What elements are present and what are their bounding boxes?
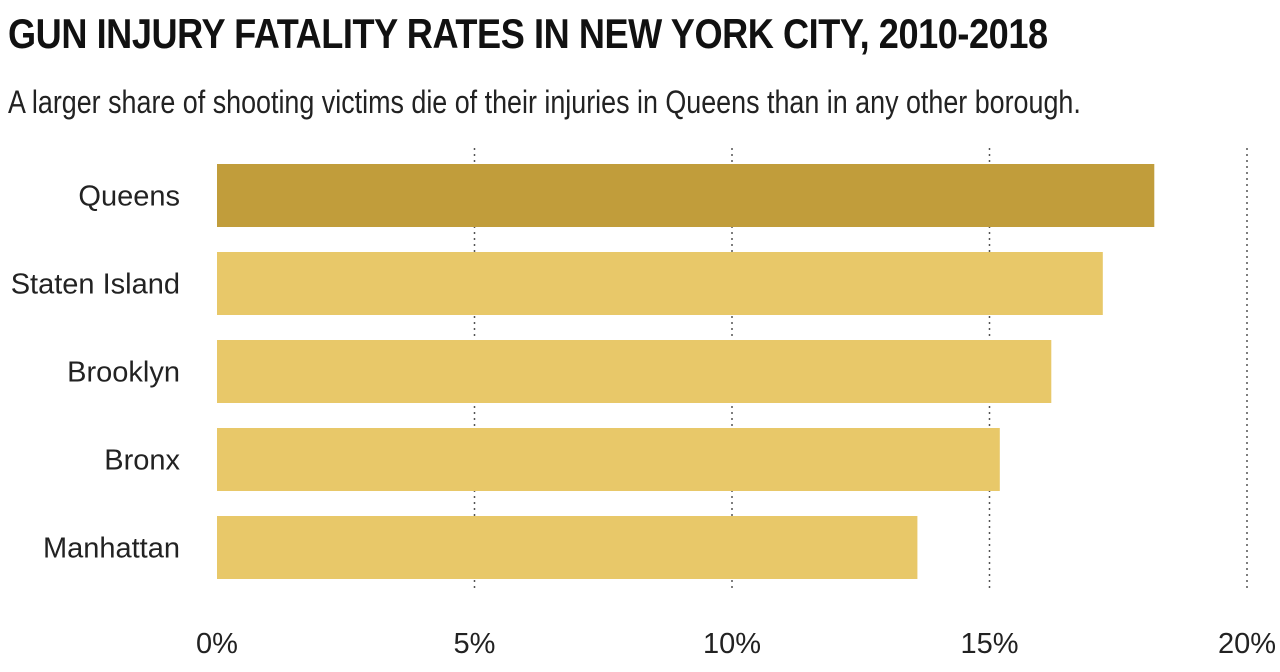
category-labels: Queens Staten Island Brooklyn Bronx Manhatta… xyxy=(11,181,181,565)
x-tick-label: 10% xyxy=(703,628,761,660)
x-tick-label: 0% xyxy=(196,628,238,660)
bar-queens xyxy=(217,164,1155,227)
bars xyxy=(217,164,1155,579)
category-label: Manhattan xyxy=(43,533,180,565)
bar-brooklyn xyxy=(217,340,1052,403)
x-tick-label: 15% xyxy=(960,628,1018,660)
bar-bronx xyxy=(217,428,1000,491)
x-axis-tick-labels: 0% 5% 10% 15% 20% xyxy=(196,628,1276,660)
x-tick-label: 20% xyxy=(1218,628,1276,660)
chart-title: GUN INJURY FATALITY RATES IN NEW YORK CI… xyxy=(8,10,1048,57)
chart-subtitle: A larger share of shooting victims die o… xyxy=(8,84,1081,120)
bar-manhattan xyxy=(217,516,918,579)
x-tick-label: 5% xyxy=(454,628,496,660)
category-label: Brooklyn xyxy=(67,357,180,389)
bar-staten-island xyxy=(217,252,1103,315)
category-label: Queens xyxy=(78,181,180,213)
category-label: Bronx xyxy=(104,445,180,477)
category-label: Staten Island xyxy=(11,269,180,301)
